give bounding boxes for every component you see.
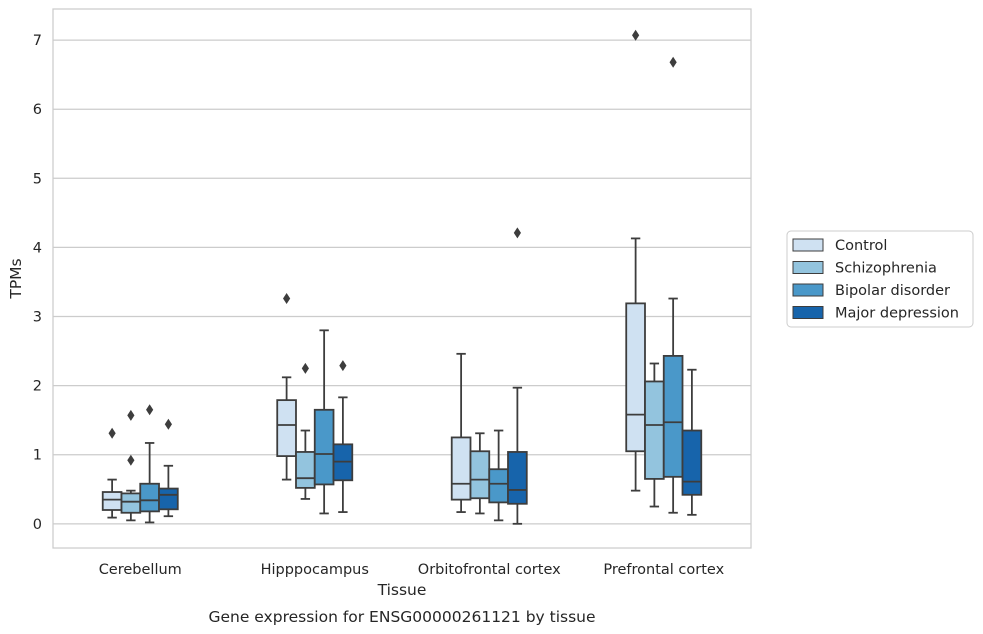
grid-lines	[53, 39, 751, 525]
legend: Control Schizophrenia Bipolar disorder Majo…	[786, 230, 974, 328]
box-3-3	[681, 368, 703, 516]
outlier-marker	[339, 360, 347, 372]
y-axis-ticks: 0 1 2 3 4 5 6 7	[33, 33, 42, 533]
box-1-2	[469, 432, 491, 515]
legend-swatch	[792, 283, 824, 297]
x-tick-label: Prefrontal cortex	[603, 562, 724, 578]
box-1-0	[120, 409, 142, 522]
legend-frame	[786, 230, 974, 328]
x-tick-label: Cerebellum	[99, 562, 182, 578]
box-iqr	[644, 380, 665, 480]
legend-item: Control	[792, 238, 887, 254]
box-3-2	[507, 227, 528, 525]
outlier-marker	[127, 409, 135, 421]
outlier-marker	[632, 29, 640, 41]
box-3-1	[332, 360, 354, 513]
box-iqr	[625, 302, 646, 453]
legend-item: Bipolar disorder	[792, 283, 950, 299]
y-tick-label: 2	[33, 379, 42, 395]
legend-swatch	[792, 306, 824, 319]
box-iqr	[662, 354, 684, 478]
outlier-marker	[283, 293, 291, 305]
box-2-0	[139, 404, 160, 524]
outlier-marker	[108, 427, 116, 439]
legend-swatch	[792, 261, 824, 274]
box-2-1	[313, 329, 335, 515]
box-0-3	[625, 29, 646, 492]
y-tick-label: 7	[33, 33, 42, 49]
x-axis-label: Tissue	[377, 581, 427, 599]
plot-area	[101, 29, 703, 525]
legend-label: Bipolar disorder	[835, 283, 950, 299]
box-iqr	[158, 487, 179, 511]
outlier-marker	[301, 362, 309, 374]
plot-frame	[52, 8, 752, 549]
legend-item: Major depression	[792, 306, 959, 322]
y-tick-label: 3	[33, 310, 42, 326]
outlier-marker	[146, 404, 154, 416]
outlier-marker	[513, 227, 521, 239]
y-axis-label: TPMs	[7, 258, 25, 299]
outlier-marker	[164, 418, 172, 430]
legend-item: Schizophrenia	[792, 261, 937, 277]
box-3-0	[158, 418, 179, 518]
box-iqr	[295, 451, 316, 489]
legend-label: Schizophrenia	[835, 261, 937, 277]
box-iqr	[681, 429, 703, 496]
x-axis-ticks: Cerebellum Hipppocampus Orbitofrontal cort…	[99, 562, 725, 578]
x-tick-label: Hipppocampus	[261, 562, 369, 578]
legend-swatch	[792, 238, 824, 252]
box-2-3	[662, 56, 684, 514]
y-tick-label: 4	[33, 240, 42, 256]
box-iqr	[450, 436, 472, 501]
box-0-1	[276, 293, 297, 481]
box-1-1	[295, 362, 316, 500]
box-2-2	[488, 429, 509, 522]
box-0-0	[101, 427, 123, 519]
outlier-marker	[669, 56, 677, 68]
box-iqr	[469, 450, 491, 500]
y-tick-label: 6	[33, 102, 42, 118]
box-iqr	[139, 482, 160, 513]
box-iqr	[507, 451, 528, 505]
legend-label: Major depression	[835, 306, 959, 322]
chart-caption: Gene expression for ENSG00000261121 by t…	[208, 608, 595, 626]
y-tick-label: 5	[33, 171, 42, 187]
outlier-marker	[127, 454, 135, 466]
box-iqr	[101, 491, 123, 511]
box-0-2	[450, 352, 472, 513]
y-tick-label: 0	[33, 517, 42, 533]
x-tick-label: Orbitofrontal cortex	[418, 562, 561, 578]
box-1-3	[644, 362, 665, 508]
box-iqr	[276, 399, 297, 457]
box-iqr	[488, 468, 509, 504]
y-tick-label: 1	[33, 448, 42, 464]
box-iqr	[313, 408, 335, 486]
box-iqr	[120, 492, 142, 514]
legend-label: Control	[835, 238, 887, 254]
